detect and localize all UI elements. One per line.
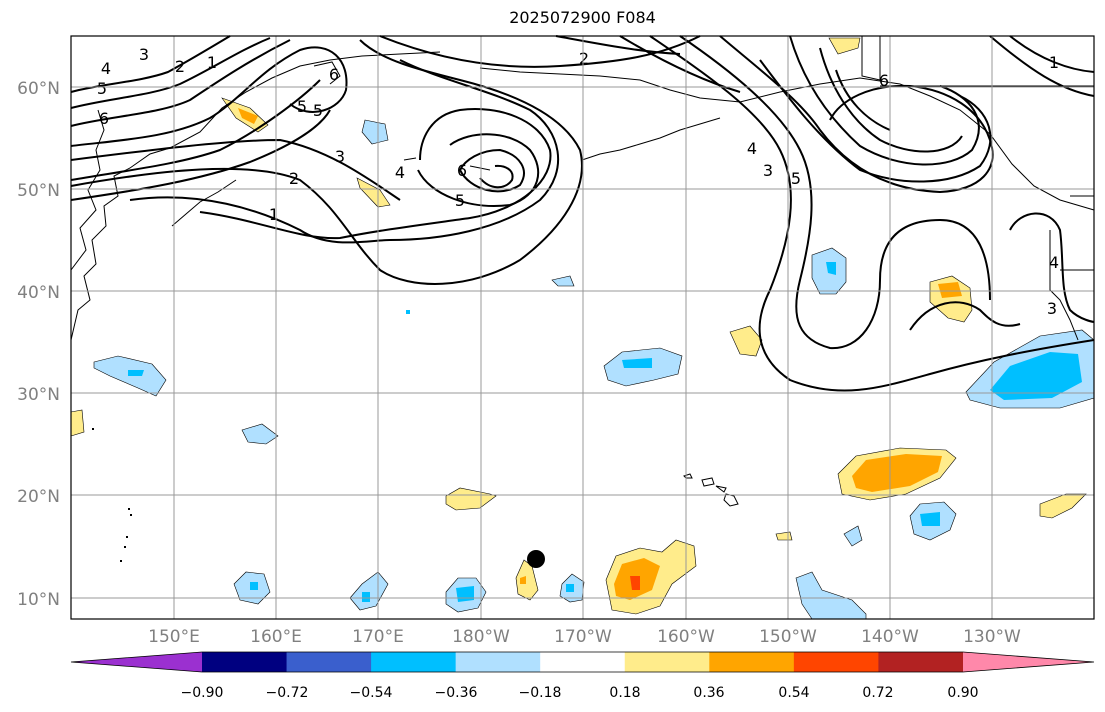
- contour-label-1c: 1: [1049, 53, 1059, 72]
- lon-label-150e: 150°E: [148, 627, 200, 647]
- lon-label-180w: 180°W: [452, 627, 510, 647]
- contour-label-4c: 4: [747, 139, 757, 158]
- colorbar-segment-3: [371, 652, 457, 672]
- cbar-label-2: −0.72: [266, 685, 309, 701]
- colorbar-tick-labels: −0.90 −0.72 −0.54 −0.36 −0.18 0.18 0.36 …: [181, 685, 979, 701]
- cbar-label-9: 0.72: [862, 685, 893, 701]
- cbar-label-5: −0.18: [519, 685, 562, 701]
- colorbar-segment-1: [202, 652, 288, 672]
- lon-label-150w: 150°W: [759, 627, 817, 647]
- contour-label-6c: 6: [457, 161, 467, 180]
- cbar-label-1: −0.90: [181, 685, 224, 701]
- contour-label-5b: 5: [297, 97, 307, 116]
- cbar-label-10: 0.90: [947, 685, 978, 701]
- colorbar-outline: [70, 651, 1095, 673]
- colorbar-segment-6: [624, 652, 710, 672]
- cbar-label-7: 0.36: [693, 685, 724, 701]
- contour-label-2c: 2: [579, 49, 589, 68]
- lon-label-160w: 160°W: [657, 627, 715, 647]
- map-border: [70, 35, 1095, 620]
- contour-label-4d: 4: [1049, 253, 1059, 272]
- contour-label-6a: 6: [99, 109, 109, 128]
- colorbar-segment-9: [878, 652, 964, 672]
- lat-label-60n: 60°N: [17, 79, 60, 99]
- cbar-label-8: 0.54: [778, 685, 809, 701]
- colorbar: [70, 651, 1095, 673]
- lon-label-170w: 170°W: [554, 627, 612, 647]
- contour-lines: [70, 35, 1095, 392]
- cbar-label-3: −0.54: [350, 685, 393, 701]
- location-marker-dot: [527, 550, 545, 568]
- colorbar-segment-5: [540, 652, 626, 672]
- lon-label-160e: 160°E: [250, 627, 302, 647]
- contour-label-1b: 1: [269, 205, 279, 224]
- lon-label-140w: 140°W: [861, 627, 919, 647]
- contour-label-5d: 5: [455, 191, 465, 210]
- colorbar-segment-0: [71, 652, 202, 672]
- gridlines: [71, 36, 1094, 619]
- contour-label-5a: 5: [97, 79, 107, 98]
- cbar-label-4: −0.36: [435, 685, 478, 701]
- contour-label-3b: 3: [335, 147, 345, 166]
- contour-labels: 3 2 1 4 5 6 6 5 5 3 2 1 4 6 5 2 4 3 5 6 …: [97, 45, 1059, 318]
- contour-label-2b: 2: [289, 169, 299, 188]
- contour-label-4b: 4: [395, 163, 405, 182]
- lon-label-130w: 130°W: [963, 627, 1021, 647]
- contour-label-5c: 5: [313, 101, 323, 120]
- lat-label-20n: 20°N: [17, 487, 60, 507]
- lat-label-30n: 30°N: [17, 385, 60, 405]
- contour-label-6d: 6: [879, 71, 889, 90]
- colorbar-segment-4: [455, 652, 541, 672]
- lat-label-50n: 50°N: [17, 181, 60, 201]
- colorbar-segment-8: [793, 652, 879, 672]
- lat-label-10n: 10°N: [17, 590, 60, 610]
- map-title: 2025072900 F084: [509, 8, 656, 27]
- anomaly-patches: [70, 37, 1095, 620]
- hawaii-islands: [683, 473, 739, 507]
- contour-label-2a: 2: [175, 57, 185, 76]
- cbar-label-6: 0.18: [609, 685, 640, 701]
- contour-label-3d: 3: [1047, 299, 1057, 318]
- contour-label-4a: 4: [101, 59, 111, 78]
- lat-label-40n: 40°N: [17, 283, 60, 303]
- colorbar-segment-2: [286, 652, 372, 672]
- lon-label-170e: 170°E: [352, 627, 404, 647]
- contour-label-3a: 3: [139, 45, 149, 64]
- latitude-labels: 60°N 50°N 40°N 30°N 20°N 10°N: [17, 79, 60, 610]
- longitude-labels: 150°E 160°E 170°E 180°W 170°W 160°W 150°…: [148, 627, 1021, 647]
- contour-label-1a: 1: [207, 53, 217, 72]
- contour-label-3c: 3: [763, 161, 773, 180]
- colorbar-segment-10: [963, 652, 1094, 672]
- contour-label-5e: 5: [791, 169, 801, 188]
- contour-label-6b: 6: [329, 65, 339, 84]
- micronesia-islands: [92, 428, 132, 562]
- colorbar-segment-7: [709, 652, 795, 672]
